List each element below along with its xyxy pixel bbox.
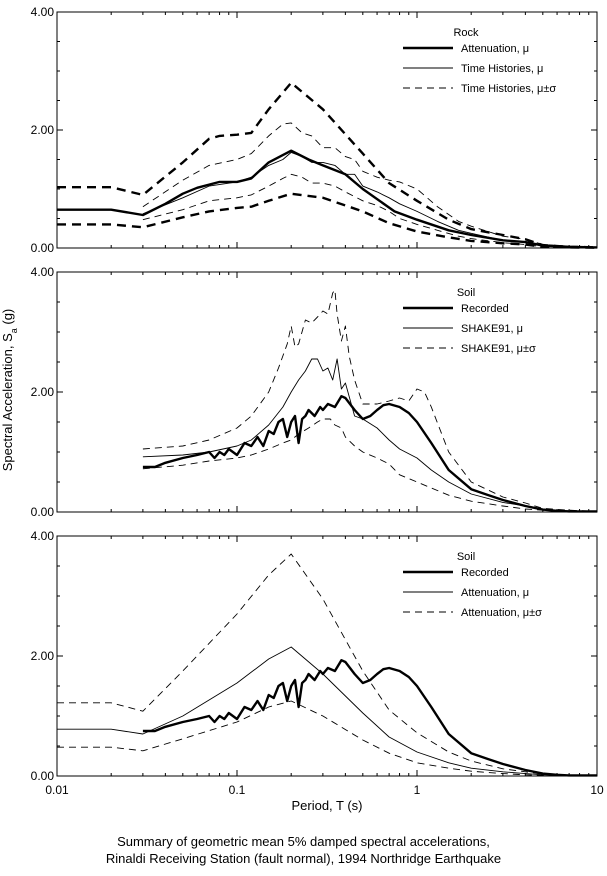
legend-label: Recorded — [461, 567, 509, 579]
legend-label: SHAKE91, μ±σ — [461, 343, 536, 355]
legend-label: Time Histories, μ±σ — [461, 83, 556, 95]
series-line-3 — [142, 122, 598, 248]
x-axis-label: Period, T (s) — [291, 798, 362, 813]
legend-title: Soil — [457, 287, 475, 299]
series-line-2 — [57, 646, 598, 777]
series-line-1 — [142, 659, 597, 777]
y-tick-label: 0.00 — [31, 769, 55, 783]
plot-frame — [56, 535, 598, 777]
y-tick-label: 4.00 — [31, 5, 55, 19]
y-tick-label: 4.00 — [31, 265, 55, 279]
y-axis-label: Spectral Acceleration, Sa (g) — [0, 309, 19, 472]
x-tick-label: 10 — [590, 783, 604, 797]
x-tick-label: 0.01 — [45, 783, 69, 797]
legend-label: Attenuation, μ±σ — [461, 607, 542, 619]
series-line-4 — [142, 418, 598, 513]
legend-title: Soil — [457, 551, 475, 563]
legend-label: SHAKE91, μ — [461, 323, 523, 335]
panel-3: 0.00 2.00 4.00 0.01 0.1 1 10 Soil Recorded Attenu… — [31, 529, 604, 797]
caption-line-2: Rinaldi Receiving Station (fault normal)… — [105, 851, 502, 866]
series-line-2 — [142, 151, 598, 248]
panel-1: 0.00 2.00 4.00 Rock Attenuation, μ Time Histo… — [31, 5, 598, 255]
y-tick-label: 0.00 — [31, 505, 55, 519]
y-tick-label: 2.00 — [31, 649, 55, 663]
series-line-6 — [57, 192, 598, 249]
panel-2: 0.00 2.00 4.00 Soil Recorded SHAKE91, μ SHAKE9… — [31, 265, 598, 519]
legend-label: Recorded — [461, 303, 509, 315]
y-tick-label: 2.00 — [31, 123, 55, 137]
x-tick-label: 1 — [414, 783, 421, 797]
legend-label: Attenuation, μ — [461, 43, 529, 55]
legend-title: Rock — [453, 27, 479, 39]
series-line-4 — [57, 700, 598, 777]
series-line-1 — [142, 395, 597, 513]
y-tick-label: 0.00 — [31, 241, 55, 255]
series-line-2 — [142, 358, 598, 512]
series-line-3 — [142, 289, 598, 512]
x-tick-label: 0.1 — [229, 783, 246, 797]
series-line-3 — [57, 553, 598, 777]
legend-label: Attenuation, μ — [461, 587, 529, 599]
y-tick-label: 2.00 — [31, 385, 55, 399]
caption-line-1: Summary of geometric mean 5% damped spec… — [117, 834, 490, 849]
legend-label: Time Histories, μ — [461, 63, 543, 75]
series-line-5 — [57, 81, 598, 249]
plot-frame — [56, 271, 598, 513]
y-tick-label: 4.00 — [31, 529, 55, 543]
